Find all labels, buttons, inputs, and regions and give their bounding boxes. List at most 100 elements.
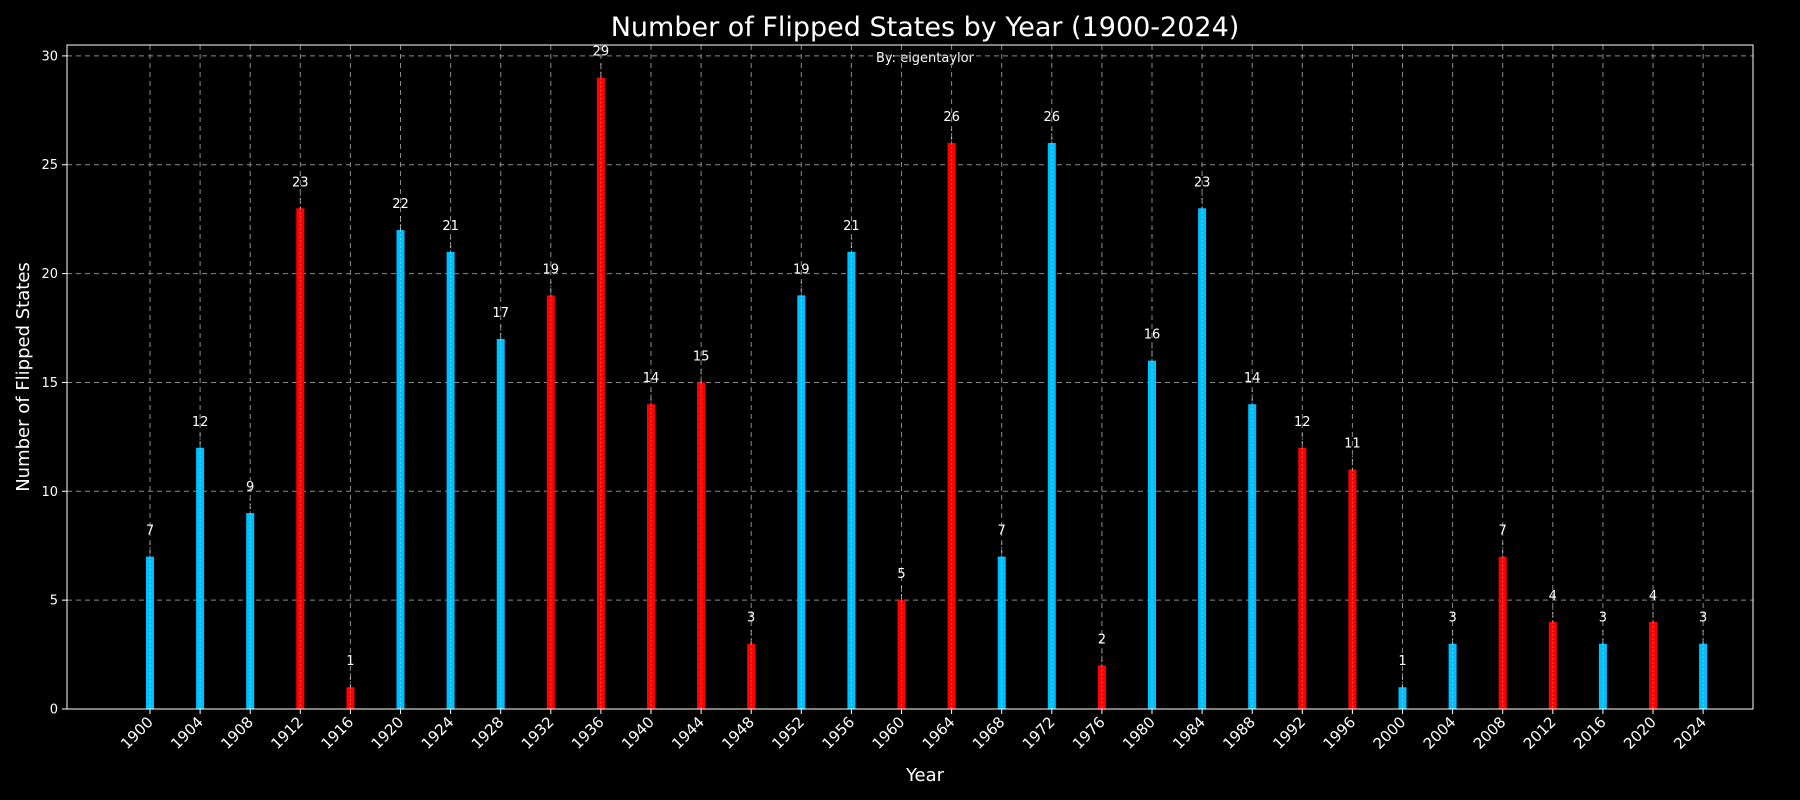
x-tick-label: 1924 [418,713,458,753]
bar [647,404,655,709]
bar [1198,208,1207,709]
x-tick-label: 2016 [1570,713,1610,753]
x-tick-label: 1976 [1069,713,1109,753]
bar [1598,643,1607,709]
y-tick-label: 10 [41,485,58,500]
data-labels: 7129231222117192914153192152672621623141… [146,45,1707,688]
x-tick-label: 2024 [1670,713,1710,753]
bar [1148,360,1156,709]
data-label: 22 [392,197,409,212]
x-tick-label: 1984 [1169,713,1209,753]
bar [847,251,856,709]
bar [246,513,255,709]
data-label: 3 [747,611,755,626]
bar [1498,556,1507,709]
x-tick-label: 2008 [1470,713,1510,753]
y-axis-label: Number of Flipped States [13,262,34,492]
bar [997,556,1006,709]
data-label: 9 [246,480,254,495]
bar [1398,687,1407,709]
data-label: 17 [492,306,509,321]
x-tick-label: 1964 [919,713,959,753]
x-tick-label: 1944 [668,713,708,753]
x-tick-label: 1900 [117,713,157,753]
data-label: 26 [1044,110,1061,125]
x-tick-label: 1912 [267,713,307,753]
data-label: 7 [998,524,1006,539]
y-tick-label: 15 [41,376,58,391]
data-label: 29 [593,45,610,60]
y-axis-ticks: 0 5 10 15 20 25 30 [41,49,67,718]
y-tick-label: 25 [41,158,58,173]
x-tick-label: 1956 [818,713,858,753]
data-label: 4 [1549,589,1557,604]
x-tick-label: 2004 [1420,713,1460,753]
data-label: 21 [843,219,860,234]
bars [146,77,1708,709]
x-tick-label: 1916 [317,713,357,753]
bar [1649,621,1657,709]
x-tick-label: 1968 [969,713,1009,753]
bar [296,208,305,709]
x-tick-label: 1960 [869,713,909,753]
data-label: 14 [643,371,660,386]
bar [947,142,956,709]
data-label: 1 [346,654,354,669]
data-label: 23 [1194,175,1211,190]
bar [797,295,806,709]
plot-frame [66,44,1754,710]
x-axis-label: Year [905,765,945,786]
bar [496,338,505,709]
data-label: 23 [292,175,309,190]
x-tick-label: 1920 [368,713,408,753]
x-tick-label: 1972 [1019,713,1059,753]
data-label: 11 [1344,437,1361,452]
bar [1699,643,1708,709]
data-label: 12 [192,415,209,430]
bar [1298,447,1307,709]
x-tick-label: 2012 [1520,713,1560,753]
bar [697,382,706,709]
bar [747,643,756,709]
bar [1548,621,1557,709]
data-label: 19 [543,262,560,277]
data-label: 26 [943,110,960,125]
x-tick-label: 2000 [1370,713,1410,753]
y-tick-label: 20 [41,267,58,282]
x-tick-label: 1952 [768,713,808,753]
data-label: 1 [1398,654,1406,669]
bar [1348,469,1357,709]
bar [1047,142,1056,709]
x-tick-label: 1980 [1119,713,1159,753]
x-tick-label: 1940 [618,713,658,753]
data-label: 3 [1699,611,1707,626]
x-tick-label: 1988 [1219,713,1259,753]
bar [1097,665,1106,709]
data-label: 19 [793,262,810,277]
x-tick-label: 1904 [167,713,207,753]
data-label: 15 [693,349,710,364]
x-tick-label: 2020 [1620,713,1660,753]
x-tick-label: 1996 [1319,713,1359,753]
data-label: 12 [1294,415,1311,430]
x-tick-label: 1948 [718,713,758,753]
data-label: 2 [1098,632,1106,647]
data-label: 7 [146,524,154,539]
data-label: 21 [442,219,459,234]
bar [1448,643,1457,709]
bar [396,230,405,709]
bar [596,77,605,709]
y-tick-label: 0 [50,703,58,718]
bar [1248,404,1257,709]
chart-title: Number of Flipped States by Year (1900-2… [611,12,1240,43]
bar [446,251,455,709]
bar [196,447,205,709]
data-label: 5 [897,567,905,582]
x-tick-label: 1992 [1269,713,1309,753]
x-tick-label: 1936 [568,713,608,753]
data-label: 7 [1499,524,1507,539]
x-tick-label: 1928 [468,713,508,753]
y-tick-label: 5 [50,594,58,609]
data-label: 3 [1448,611,1456,626]
